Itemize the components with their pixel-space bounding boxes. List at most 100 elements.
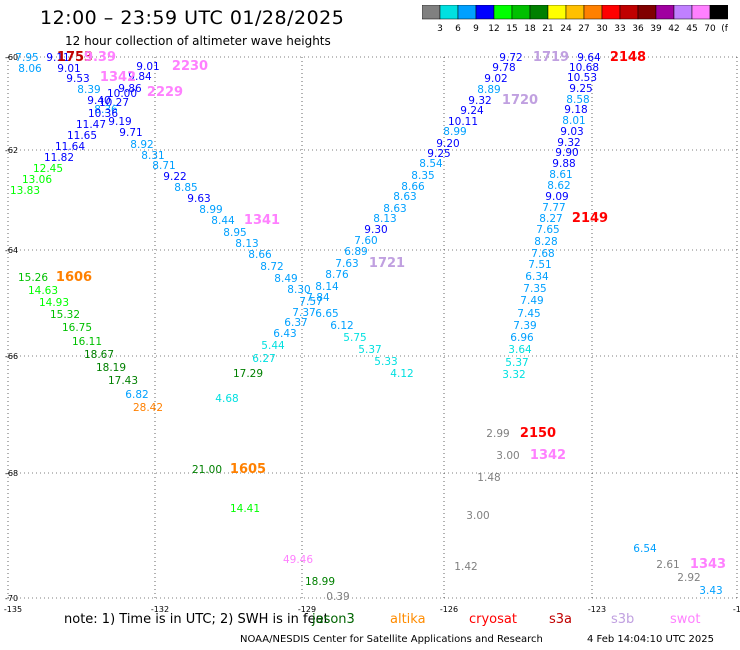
pass-time-label: 1606 (56, 270, 92, 285)
wave-height-label: 28.42 (133, 402, 163, 414)
scale-tick-label: 9 (473, 24, 479, 34)
wave-height-label: 6.37 (284, 317, 307, 329)
pass-time-label: 1753 (57, 50, 93, 65)
wave-height-label: 8.63 (383, 203, 406, 215)
wave-height-label: 8.76 (325, 269, 349, 281)
wave-height-label: 9.40 (87, 95, 110, 107)
wave-height-label: 13.83 (10, 185, 40, 197)
map-title: 12:00 – 23:59 UTC 01/28/2025 (40, 7, 345, 29)
wave-height-label: 6.34 (525, 271, 549, 283)
wave-height-label: 13.06 (22, 174, 52, 186)
longitude-label: -126 (440, 605, 458, 614)
wave-height-label: 9.18 (564, 104, 587, 116)
wave-height-label: 8.28 (534, 236, 557, 248)
wave-height-label: 9.53 (66, 73, 89, 85)
latitude-label: -68 (5, 469, 18, 478)
wave-height-label: 9.20 (436, 138, 459, 150)
wave-height-label: 1.48 (477, 472, 500, 484)
longitude-label: -129 (298, 605, 316, 614)
wave-height-label: 10.11 (448, 116, 478, 128)
wave-height-label: 7.68 (531, 248, 554, 260)
satellite-legend-s3b: s3b (611, 612, 635, 627)
wave-height-label: 0.39 (326, 591, 349, 603)
wave-height-label: 9.64 (577, 52, 601, 64)
latitude-label: -70 (5, 594, 18, 603)
wave-height-label: 8.01 (562, 115, 585, 127)
wave-height-label: 5.44 (261, 340, 285, 352)
wave-height-label: 4.12 (390, 368, 413, 380)
satellite-legend-swot: swot (670, 612, 701, 627)
wave-height-label: 3.43 (699, 585, 722, 597)
wave-height-label: 14.41 (230, 503, 260, 515)
wave-height-label: 8.58 (566, 94, 589, 106)
wave-height-label: 15.26 (18, 272, 48, 284)
wave-height-label: 6.89 (344, 246, 367, 258)
wave-height-label: 11.82 (44, 152, 74, 164)
wave-height-label: 9.11 (46, 52, 69, 64)
wave-height-label: 17.43 (108, 375, 138, 387)
pass-time-label: 2149 (572, 211, 608, 226)
scale-tick-label: 21 (542, 24, 553, 34)
wave-height-label: 7.77 (542, 202, 565, 214)
pass-time-label: 1343 (690, 557, 726, 572)
wave-height-label: 7.57 (299, 296, 322, 308)
wave-height-label: 9.32 (557, 137, 580, 149)
wave-height-label: 5.33 (374, 356, 397, 368)
wave-height-label: 3.64 (508, 344, 532, 356)
credit-line: NOAA/NESDIS Center for Satellite Applica… (240, 634, 543, 645)
wave-height-label: 8.63 (393, 191, 416, 203)
pass-time-label: 1605 (230, 462, 266, 477)
wave-height-label: 6.82 (125, 389, 148, 401)
latitude-label: -64 (5, 246, 18, 255)
wave-height-label: 8.99 (199, 204, 222, 216)
wave-height-label: 49.46 (283, 554, 313, 566)
wave-height-label: 9.03 (560, 126, 583, 138)
scale-swatch (709, 5, 728, 20)
map-subtitle: 12 hour collection of altimeter wave hei… (65, 34, 331, 48)
wave-height-label: 21.00 (192, 464, 222, 476)
wave-height-label: 14.93 (39, 297, 69, 309)
wave-height-label: 8.13 (373, 213, 396, 225)
scale-tick-label: 27 (578, 24, 589, 34)
wave-height-label: 7.65 (536, 224, 559, 236)
scale-tick-label: 15 (506, 24, 517, 34)
wave-height-label: 16.11 (72, 336, 102, 348)
pass-time-label: 1720 (502, 93, 538, 108)
wave-height-label: 8.66 (401, 181, 425, 193)
scale-tick-label: (ft) (721, 24, 728, 34)
pass-time-label: 2229 (147, 85, 183, 100)
wave-height-label: 8.72 (260, 261, 283, 273)
wave-height-label: 2.99 (486, 428, 509, 440)
wave-height-label: 9.63 (187, 193, 210, 205)
pass-time-label: 2150 (520, 426, 556, 441)
wave-height-label: 7.45 (517, 308, 540, 320)
longitude-label: -123 (588, 605, 606, 614)
pass-time-label: 1719 (533, 50, 569, 65)
scale-tick-label: 36 (632, 24, 644, 34)
wave-height-label: 8.66 (248, 249, 272, 261)
wave-height-label: 5.37 (358, 344, 381, 356)
wave-height-label: 9.32 (468, 95, 491, 107)
wave-height-label: 7.49 (520, 295, 543, 307)
wave-height-label: 3.32 (502, 369, 525, 381)
wave-height-label: 7.51 (528, 259, 551, 271)
wave-height-label: 9.09 (545, 191, 568, 203)
latitude-label: -62 (5, 146, 18, 155)
wave-height-label: 5.75 (343, 332, 366, 344)
scale-tick-label: 30 (596, 24, 608, 34)
wave-height-label: 8.99 (443, 126, 466, 138)
wave-height-label: 9.84 (128, 71, 152, 83)
wave-height-label: 8.36 (94, 104, 118, 116)
wave-height-label: 7.60 (354, 235, 377, 247)
scale-tick-label: 12 (488, 24, 499, 34)
wave-height-label: 6.54 (633, 543, 657, 555)
wave-height-label: 9.71 (119, 127, 142, 139)
wave-height-label: 3.00 (466, 510, 489, 522)
wave-height-label: 8.27 (539, 213, 562, 225)
wave-height-label: 4.68 (215, 393, 238, 405)
pass-time-label: 9.39 (84, 50, 116, 65)
latitude-label: -66 (5, 352, 18, 361)
wave-height-label: 8.54 (419, 158, 443, 170)
wave-height-label: 9.01 (136, 61, 159, 73)
